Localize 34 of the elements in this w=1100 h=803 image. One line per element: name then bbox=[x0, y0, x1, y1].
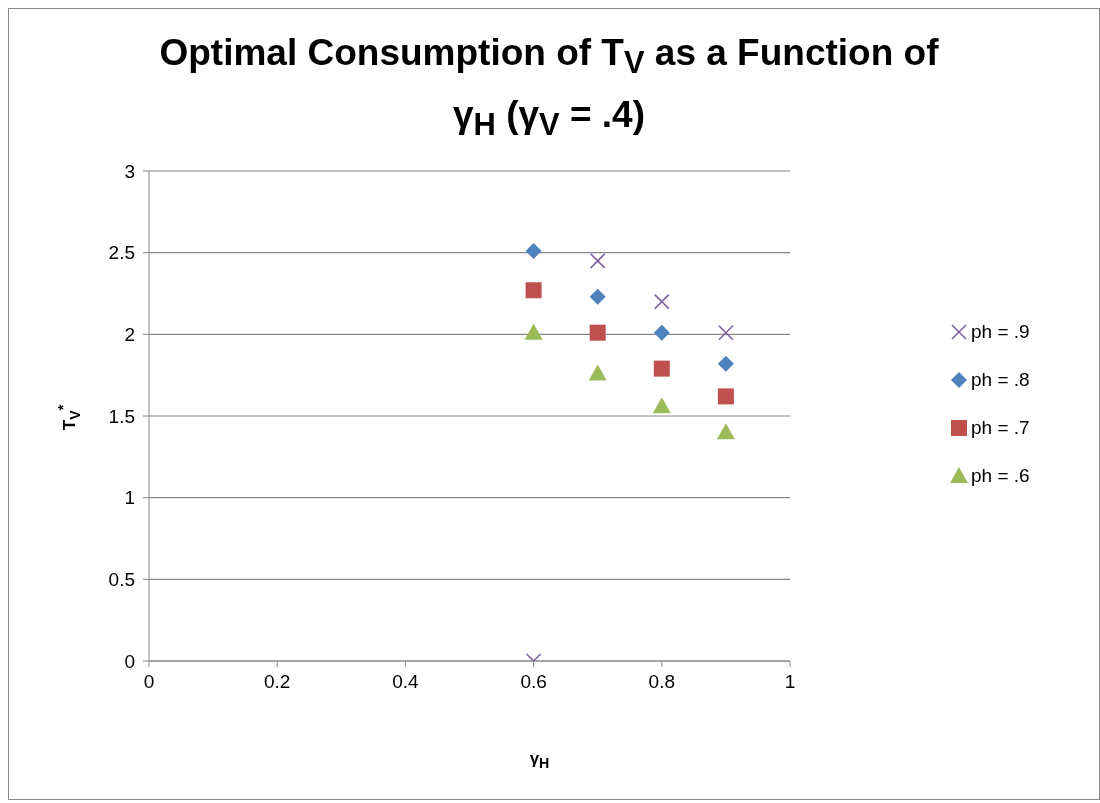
point bbox=[653, 324, 670, 341]
x-tick-label: 1 bbox=[784, 671, 796, 693]
y-tick-label: 0.5 bbox=[108, 569, 135, 591]
point bbox=[652, 397, 671, 414]
point bbox=[653, 360, 670, 377]
point bbox=[717, 355, 734, 372]
legend-label: ph = .7 bbox=[971, 417, 1030, 439]
point bbox=[525, 282, 542, 299]
point bbox=[589, 253, 606, 269]
x-tick-label: 0.2 bbox=[263, 671, 291, 693]
x-tick-label: 0 bbox=[143, 671, 155, 693]
x-tick-label: 0.6 bbox=[520, 671, 547, 693]
legend-label: ph = .8 bbox=[971, 369, 1030, 391]
x-tick-label: 0.8 bbox=[648, 671, 676, 693]
chart-title: Optimal Consumption of T$_{V}$ as a Function of γ$_{H}$ (γ$_{V}$ = .4) bbox=[159, 32, 939, 143]
y-tick-label: 1 bbox=[124, 487, 135, 509]
point bbox=[717, 388, 734, 405]
point bbox=[716, 423, 735, 440]
y-tick-label: 1.5 bbox=[108, 405, 135, 427]
point bbox=[718, 324, 734, 341]
legend-label: ph = .6 bbox=[971, 465, 1030, 487]
x-tick-label: 0.4 bbox=[392, 671, 420, 693]
point bbox=[589, 324, 606, 341]
y-tick-label: 2.5 bbox=[108, 242, 135, 264]
y-tick-label: 2 bbox=[124, 324, 135, 346]
point bbox=[654, 293, 670, 310]
legend-label: ph = .9 bbox=[971, 321, 1030, 343]
point bbox=[525, 243, 542, 260]
y-tick-label: 0 bbox=[124, 650, 135, 672]
x-axis-title: γ$_{H}$ bbox=[528, 749, 551, 772]
point bbox=[589, 288, 606, 305]
point bbox=[588, 364, 607, 381]
point bbox=[524, 323, 543, 340]
y-tick-label: 3 bbox=[124, 160, 135, 182]
